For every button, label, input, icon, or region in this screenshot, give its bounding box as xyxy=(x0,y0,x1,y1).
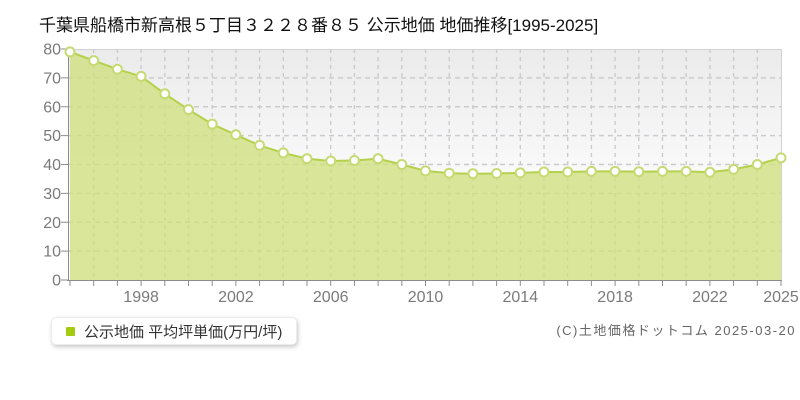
data-point-marker xyxy=(64,46,76,58)
y-tick-label: 80 xyxy=(43,42,61,59)
data-point-marker xyxy=(88,55,100,67)
data-point-marker xyxy=(775,152,787,164)
data-point-marker xyxy=(657,165,668,177)
data-point-marker xyxy=(277,147,289,159)
data-point-marker xyxy=(491,168,503,179)
data-point-marker xyxy=(728,163,740,175)
x-tick-label: 2014 xyxy=(503,289,539,306)
legend-label: 公示地価 平均坪単価(万円/坪) xyxy=(84,323,283,341)
data-point-marker xyxy=(420,165,431,177)
y-tick-label: 10 xyxy=(43,244,61,261)
x-tick-label: 2018 xyxy=(597,289,633,306)
y-tick-label: 60 xyxy=(43,99,61,116)
y-tick-label: 40 xyxy=(43,157,61,174)
x-tick-label: 2022 xyxy=(692,289,728,306)
x-tick-label: 2002 xyxy=(218,289,254,306)
data-point-marker xyxy=(704,166,716,178)
area-series xyxy=(70,51,781,281)
y-tick-label: 0 xyxy=(52,273,61,290)
data-point-marker xyxy=(396,159,408,170)
data-point-marker xyxy=(301,153,313,165)
data-point-marker xyxy=(538,166,550,178)
data-point-marker xyxy=(633,166,645,178)
y-tick-label: 70 xyxy=(43,70,61,87)
data-point-marker xyxy=(609,165,621,177)
y-tick-label: 50 xyxy=(43,128,61,145)
data-point-marker xyxy=(159,88,171,100)
copyright-text: (C)土地価格ドットコム 2025-03-20 xyxy=(556,323,796,338)
data-point-marker xyxy=(183,104,194,116)
data-point-marker xyxy=(562,166,574,178)
x-tick-label: 2010 xyxy=(408,289,444,306)
legend-square-icon xyxy=(66,326,75,336)
page-title: 千葉県船橋市新高根５丁目３２２８番８５ 公示地価 地価推移[1995-2025] xyxy=(39,16,599,35)
y-tick-label: 20 xyxy=(43,215,61,232)
data-point-marker xyxy=(111,63,123,75)
data-point-marker xyxy=(751,159,763,170)
data-point-marker xyxy=(135,70,147,82)
x-tick-label: 2025 xyxy=(763,289,799,306)
data-point-marker xyxy=(680,165,692,177)
data-point-marker xyxy=(585,165,597,177)
data-point-marker xyxy=(230,129,242,141)
y-tick-label: 30 xyxy=(43,186,61,203)
data-point-marker xyxy=(348,155,360,166)
x-tick-label: 2006 xyxy=(313,289,349,306)
data-point-marker xyxy=(467,168,479,180)
legend: 公示地価 平均坪単価(万円/坪) xyxy=(51,317,298,345)
data-point-marker xyxy=(443,167,455,179)
data-point-marker xyxy=(372,153,384,165)
data-point-marker xyxy=(325,155,337,167)
data-point-marker xyxy=(514,167,526,179)
data-point-marker xyxy=(206,118,218,130)
x-tick-label: 1998 xyxy=(123,289,159,306)
data-point-marker xyxy=(254,139,266,151)
